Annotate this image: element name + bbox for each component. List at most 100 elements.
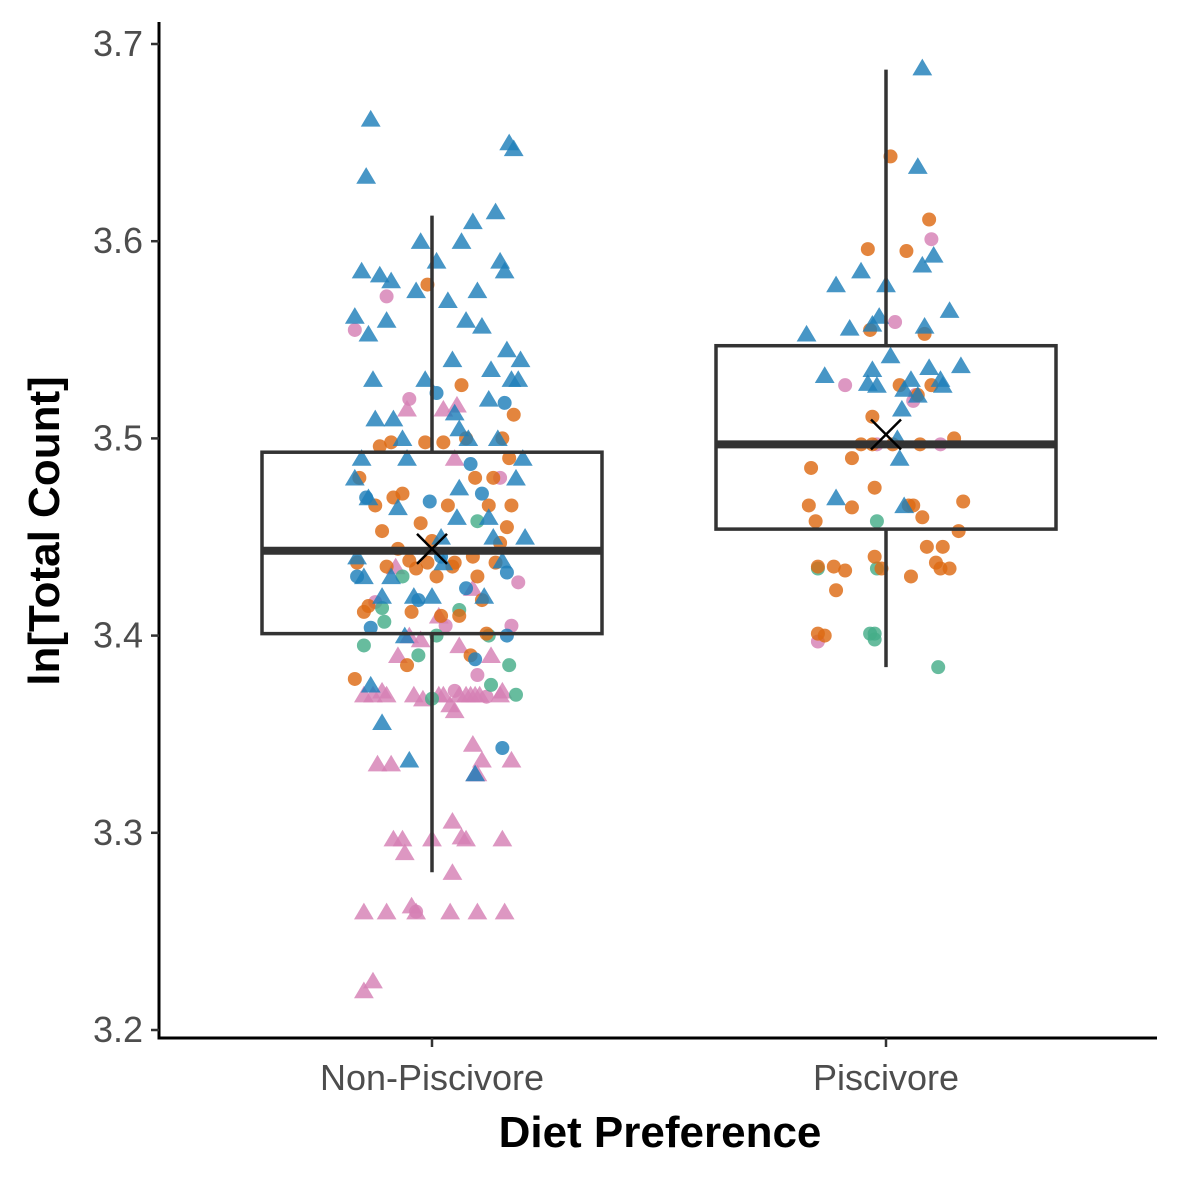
data-point bbox=[907, 157, 928, 174]
data-point bbox=[515, 528, 535, 545]
data-point bbox=[826, 275, 846, 293]
data-point bbox=[888, 315, 903, 330]
data-point bbox=[420, 555, 435, 570]
data-point bbox=[851, 261, 871, 279]
data-point bbox=[429, 569, 444, 584]
data-point bbox=[481, 360, 501, 378]
data-point bbox=[923, 246, 944, 263]
data-point bbox=[486, 470, 501, 485]
data-point bbox=[392, 829, 413, 847]
data-point bbox=[377, 614, 392, 629]
data-point bbox=[501, 750, 522, 768]
data-point bbox=[406, 281, 427, 299]
data-point bbox=[379, 289, 394, 304]
data-point bbox=[363, 620, 378, 635]
data-point bbox=[365, 409, 386, 427]
data-point bbox=[899, 244, 914, 259]
data-point bbox=[354, 567, 374, 585]
data-point bbox=[449, 478, 470, 496]
data-point bbox=[360, 109, 381, 127]
data-point bbox=[499, 565, 514, 580]
data-point bbox=[395, 486, 410, 501]
data-point bbox=[395, 569, 410, 584]
data-point bbox=[440, 902, 461, 920]
data-point bbox=[472, 750, 492, 768]
data-point bbox=[400, 658, 415, 673]
data-point bbox=[942, 561, 957, 576]
data-point bbox=[492, 681, 513, 699]
data-point bbox=[411, 648, 426, 663]
data-point bbox=[939, 301, 960, 318]
data-point bbox=[814, 366, 835, 383]
x-tick-label: Piscivore bbox=[813, 1057, 959, 1098]
data-point bbox=[462, 735, 483, 752]
data-point bbox=[894, 380, 915, 397]
y-tick-label: 3.5 bbox=[93, 417, 143, 458]
data-point bbox=[354, 981, 374, 999]
y-axis-title: ln[Total Count] bbox=[20, 376, 69, 686]
data-point bbox=[449, 636, 470, 654]
data-point bbox=[804, 460, 819, 475]
data-point bbox=[344, 468, 365, 486]
data-point bbox=[844, 500, 859, 515]
data-point bbox=[447, 555, 462, 570]
data-point bbox=[914, 316, 935, 334]
data-point bbox=[447, 683, 462, 698]
data-point bbox=[869, 514, 884, 529]
data-point bbox=[356, 167, 377, 184]
data-point bbox=[372, 587, 392, 604]
data-point bbox=[442, 811, 463, 829]
data-point bbox=[467, 281, 488, 299]
data-point bbox=[454, 378, 469, 393]
data-point bbox=[502, 451, 517, 466]
data-point bbox=[494, 261, 515, 279]
mean-marker bbox=[870, 418, 902, 451]
data-point bbox=[470, 668, 485, 683]
data-point bbox=[381, 567, 402, 585]
data-point bbox=[436, 435, 451, 450]
data-point bbox=[474, 587, 495, 604]
data-point bbox=[483, 528, 504, 545]
data-point bbox=[808, 514, 823, 529]
data-point bbox=[907, 386, 928, 403]
data-point bbox=[912, 58, 933, 76]
data-point bbox=[826, 488, 846, 506]
box-iqr bbox=[714, 343, 1058, 531]
data-point bbox=[951, 356, 971, 374]
data-point bbox=[347, 322, 362, 337]
data-point bbox=[434, 608, 449, 623]
data-point bbox=[495, 741, 510, 756]
data-point bbox=[392, 429, 413, 447]
data-point bbox=[468, 470, 483, 485]
y-tick-labels: 3.2 3.3 3.4 3.5 3.6 3.7 bbox=[93, 23, 143, 1050]
data-point bbox=[512, 449, 533, 466]
data-point bbox=[415, 370, 436, 387]
data-point bbox=[484, 677, 499, 692]
data-point bbox=[956, 494, 971, 509]
data-point bbox=[354, 902, 374, 920]
data-point bbox=[397, 399, 417, 417]
data-point bbox=[499, 520, 514, 535]
data-point bbox=[383, 409, 404, 427]
data-point bbox=[919, 358, 940, 376]
data-point bbox=[433, 553, 454, 571]
data-point bbox=[397, 449, 417, 466]
data-point bbox=[347, 671, 362, 686]
data-point bbox=[465, 764, 486, 782]
data-point bbox=[440, 498, 455, 513]
data-point bbox=[912, 255, 933, 273]
boxplots bbox=[260, 69, 1058, 873]
data-point bbox=[376, 311, 397, 328]
data-point bbox=[504, 498, 519, 513]
data-point bbox=[426, 251, 447, 269]
data-point bbox=[347, 547, 367, 565]
data-point bbox=[442, 863, 463, 880]
data-point bbox=[932, 376, 953, 393]
data-point bbox=[449, 419, 470, 437]
data-point bbox=[935, 539, 950, 554]
data-point bbox=[351, 261, 372, 279]
data-point bbox=[375, 524, 390, 539]
y-tick-label: 3.2 bbox=[93, 1009, 143, 1050]
data-point bbox=[839, 318, 860, 336]
data-point bbox=[367, 754, 388, 772]
